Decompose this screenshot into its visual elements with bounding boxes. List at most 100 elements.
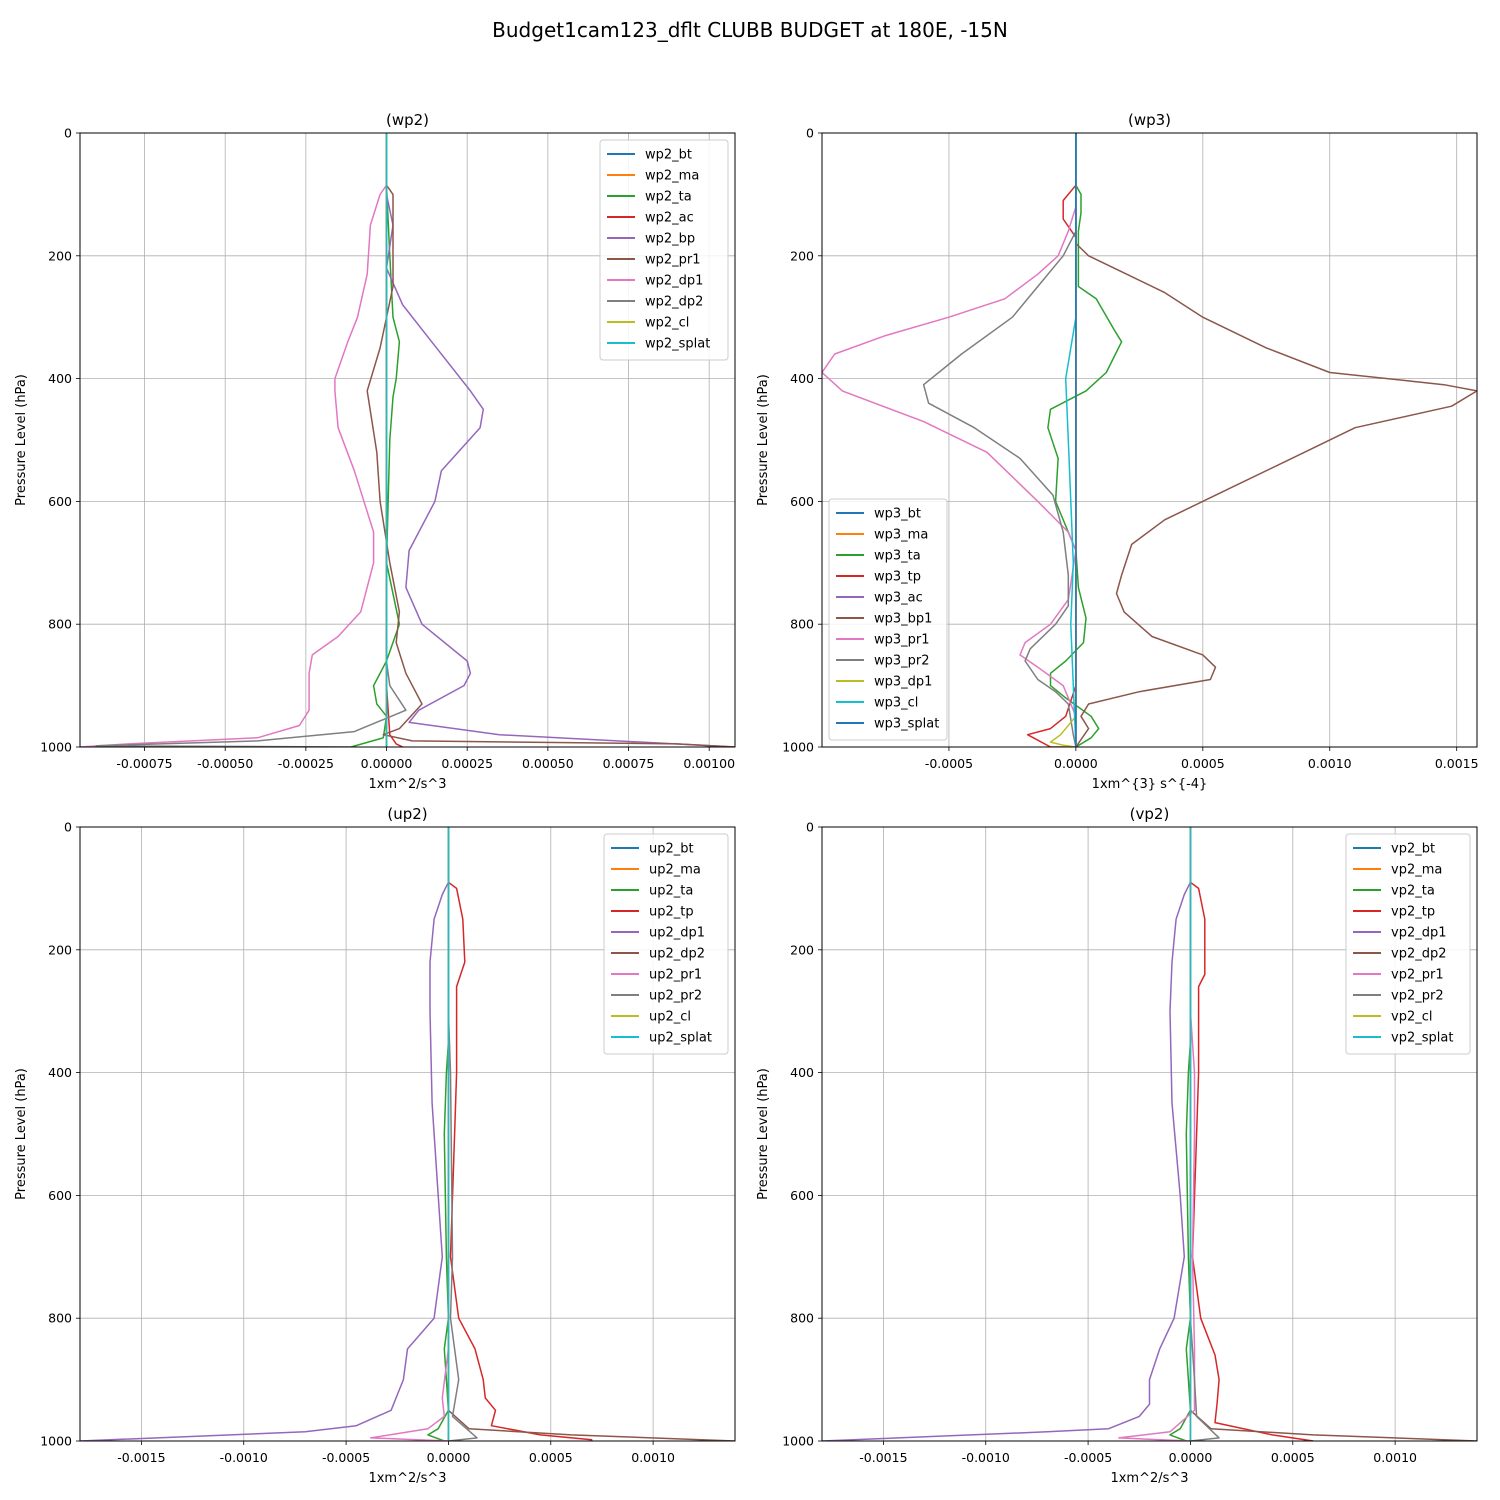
x-tick-label: -0.0010 — [220, 1450, 268, 1465]
x-tick-label: -0.0015 — [859, 1450, 907, 1465]
x-tick-label: 0.0010 — [1373, 1450, 1417, 1465]
plot-frame — [821, 132, 1478, 748]
legend-label-vp2-splat: vp2_splat — [1391, 1031, 1453, 1046]
series-line-up2-tp — [447, 827, 593, 1441]
legend-label-vp2-pr2: vp2_pr2 — [1391, 989, 1444, 1004]
legend-label-wp2-bp: wp2_bp — [645, 232, 695, 247]
legend-label-vp2-ma: vp2_ma — [1391, 863, 1442, 878]
series-line-wp2-dp1 — [80, 133, 388, 747]
legend-label-wp2-splat: wp2_splat — [645, 337, 710, 352]
legend: wp3_bt wp3_ma wp3_ta wp3_tp wp3_ac wp3_bp1 wp3… — [828, 498, 948, 741]
legend-label-wp3-ma: wp3_ma — [874, 528, 928, 543]
series-lines — [822, 133, 1477, 747]
x-tick-label: 0.0015 — [1435, 756, 1479, 771]
series-line-wp3-cl — [1064, 133, 1077, 747]
legend-label-up2-ma: up2_ma — [649, 863, 701, 878]
x-tick-label: 0.0000 — [427, 1450, 471, 1465]
x-tick-label: -0.00050 — [197, 756, 253, 771]
legend-label-vp2-bt: vp2_bt — [1391, 842, 1435, 857]
y-tick-label: 800 — [790, 617, 814, 632]
y-tick-label: 800 — [48, 1311, 72, 1326]
legend-label-wp2-dp1: wp2_dp1 — [645, 274, 703, 289]
y-tick-label: 400 — [790, 1065, 814, 1080]
series-line-vp2-ta — [1169, 827, 1192, 1441]
series-line-vp2-pr1 — [1118, 827, 1196, 1441]
x-axis-label: 1xm^2/s^3 — [368, 777, 446, 792]
series-line-wp2-dp2 — [95, 133, 407, 747]
panel-title: (up2) — [387, 805, 427, 823]
series-line-wp3-bp1 — [1075, 133, 1477, 747]
series-line-up2-pr1 — [369, 827, 450, 1441]
series-line-wp2-bp — [385, 133, 735, 747]
series-line-wp3-pr2 — [922, 133, 1077, 747]
panel-title: (vp2) — [1130, 805, 1170, 823]
legend-box — [828, 498, 948, 741]
panel-title: (wp3) — [1128, 111, 1171, 129]
x-tick-label: 0.0010 — [631, 1450, 675, 1465]
legend-label-vp2-ta: vp2_ta — [1391, 884, 1435, 899]
panel-title: (wp2) — [386, 111, 429, 129]
legend-label-up2-pr2: up2_pr2 — [649, 989, 702, 1004]
x-tick-label: -0.0005 — [1064, 1450, 1112, 1465]
x-tick-label: 0.0010 — [1308, 756, 1352, 771]
legend-label-up2-dp1: up2_dp1 — [649, 926, 705, 941]
x-axis-label: 1xm^2/s^3 — [368, 1471, 446, 1486]
x-tick-label: 0.0000 — [1169, 1450, 1213, 1465]
x-tick-label: -0.0005 — [925, 756, 973, 771]
x-tick-label: -0.00025 — [278, 756, 334, 771]
x-tick-label: -0.00075 — [116, 756, 172, 771]
legend-label-up2-bt: up2_bt — [649, 842, 694, 857]
y-tick-label: 200 — [790, 248, 814, 263]
y-axis-label: Pressure Level (hPa) — [14, 374, 29, 506]
legend-label-wp3-pr1: wp3_pr1 — [874, 633, 930, 648]
y-tick-label: 0 — [64, 820, 72, 835]
y-tick-label: 1000 — [782, 740, 814, 755]
legend-label-wp3-dp1: wp3_dp1 — [874, 675, 932, 690]
y-tick-label: 0 — [806, 820, 814, 835]
x-tick-label: -0.0010 — [962, 1450, 1010, 1465]
x-tick-label: 0.00025 — [441, 756, 493, 771]
panel-up2: -0.0015 -0.0010 -0.0005 0.0000 0.0005 0.0010 0… — [14, 805, 736, 1486]
legend-label-up2-pr1: up2_pr1 — [649, 968, 702, 983]
panel-wp3: -0.0005 0.0000 0.0005 0.0010 0.0015 0 200 400 60… — [756, 111, 1479, 792]
plot-frame — [79, 826, 736, 1442]
series-lines — [80, 133, 735, 747]
legend-label-up2-splat: up2_splat — [649, 1031, 712, 1046]
legend: vp2_bt vp2_ma vp2_ta vp2_tp vp2_dp1 vp2_dp2vp… — [1345, 833, 1471, 1055]
legend-label-up2-dp2: up2_dp2 — [649, 947, 705, 962]
y-tick-label: 800 — [790, 1311, 814, 1326]
x-tick-label: 0.00000 — [361, 756, 413, 771]
series-line-wp2-pr1 — [366, 133, 735, 747]
legend-label-wp2-cl: wp2_cl — [645, 316, 689, 331]
legend-label-vp2-pr1: vp2_pr1 — [1391, 968, 1444, 983]
y-tick-label: 400 — [48, 371, 72, 386]
legend-label-up2-tp: up2_tp — [649, 905, 694, 920]
y-tick-label: 0 — [64, 126, 72, 141]
series-lines — [80, 827, 735, 1441]
legend-label-vp2-tp: vp2_tp — [1391, 905, 1435, 920]
legend-label-vp2-cl: vp2_cl — [1391, 1010, 1432, 1025]
y-tick-label: 200 — [48, 942, 72, 957]
legend-label-wp2-bt: wp2_bt — [645, 148, 692, 163]
y-tick-label: 600 — [790, 1188, 814, 1203]
legend: wp2_bt wp2_ma wp2_ta wp2_ac wp2_bp wp2_pr1 wp2… — [599, 139, 729, 361]
x-axis-label: 1xm^{3} s^{-4} — [1092, 777, 1208, 792]
legend-label-wp2-ta: wp2_ta — [645, 190, 692, 205]
y-axis-label: Pressure Level (hPa) — [756, 1068, 771, 1200]
legend-label-wp3-bt: wp3_bt — [874, 507, 921, 522]
x-tick-label: 0.0000 — [1054, 756, 1098, 771]
y-tick-label: 1000 — [782, 1434, 814, 1449]
series-lines — [822, 827, 1477, 1441]
y-tick-label: 600 — [790, 494, 814, 509]
x-tick-label: -0.0005 — [322, 1450, 370, 1465]
y-tick-label: 200 — [790, 942, 814, 957]
y-tick-label: 200 — [48, 248, 72, 263]
figure-title: Budget1cam123_dflt CLUBB BUDGET at 180E,… — [492, 18, 1008, 42]
y-tick-label: 1000 — [40, 740, 72, 755]
y-tick-label: 1000 — [40, 1434, 72, 1449]
series-line-wp2-ta — [350, 133, 401, 747]
legend-label-wp2-pr1: wp2_pr1 — [645, 253, 701, 268]
series-line-vp2-tp — [1189, 827, 1314, 1441]
series-line-wp3-ta — [1047, 133, 1123, 747]
